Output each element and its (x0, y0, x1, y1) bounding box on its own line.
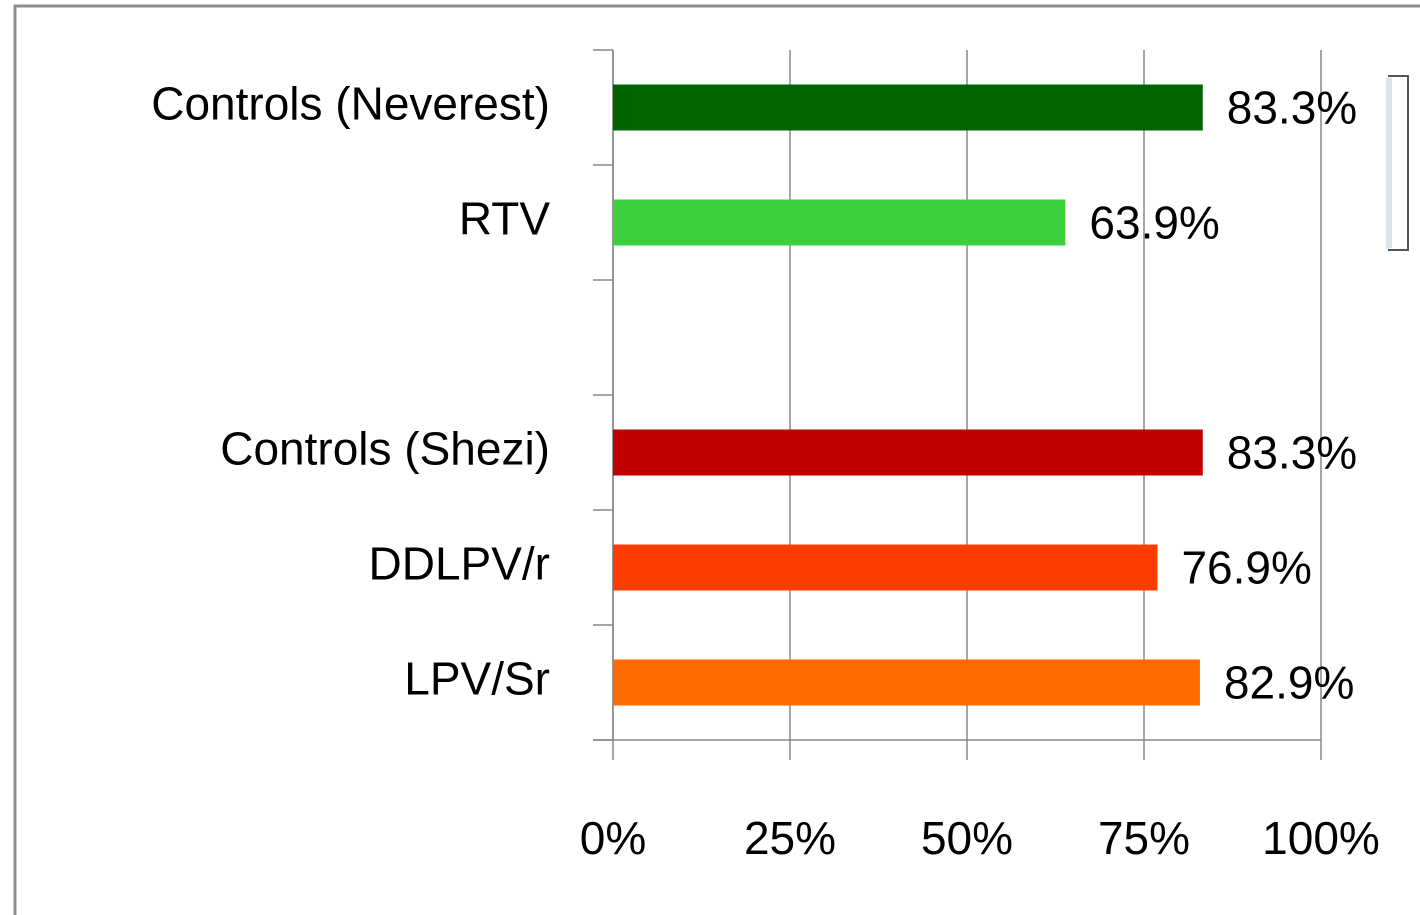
value-label: 76.9% (1181, 542, 1311, 594)
bar (613, 544, 1158, 591)
bar (613, 429, 1203, 476)
x-tick-label: 75% (1098, 812, 1190, 864)
bracket-shade (1386, 78, 1392, 248)
bar (613, 199, 1066, 246)
value-label: 82.9% (1224, 657, 1354, 709)
y-tick-label: Controls (Shezi) (220, 423, 550, 475)
x-tick-label: 25% (744, 812, 836, 864)
y-tick-label: RTV (459, 193, 550, 245)
bar (613, 84, 1203, 131)
x-tick-label: 50% (921, 812, 1013, 864)
y-tick-label: LPV/Sr (404, 653, 550, 705)
x-tick-label: 0% (580, 812, 646, 864)
bracket (1388, 75, 1409, 251)
y-tick-label: Controls (Neverest) (151, 78, 550, 130)
chart-frame (13, 4, 1420, 915)
x-tick-label: 100% (1262, 812, 1380, 864)
value-label: 83.3% (1227, 82, 1357, 134)
bar (613, 659, 1200, 706)
value-label: 63.9% (1089, 197, 1219, 249)
value-label: 83.3% (1227, 427, 1357, 479)
y-tick-label: DDLPV/r (369, 538, 550, 590)
